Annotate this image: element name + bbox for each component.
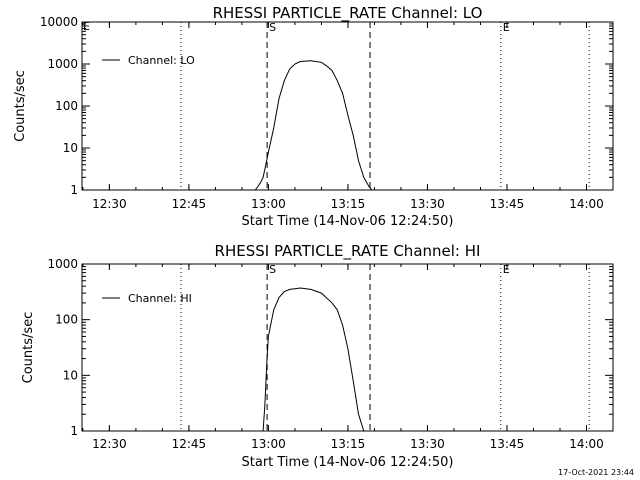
x-tick-label: 12:30: [92, 437, 127, 451]
plot-frame: [81, 21, 614, 191]
y-tick-label: 100: [55, 313, 78, 327]
chart-title: RHESSI PARTICLE_RATE Channel: HI: [215, 242, 481, 261]
series-line: [254, 60, 375, 191]
chart-title: RHESSI PARTICLE_RATE Channel: LO: [213, 4, 483, 23]
y-axis-label: Counts/sec: [21, 312, 36, 384]
x-tick-label: 13:00: [251, 437, 286, 451]
event-marker-label: S: [269, 263, 276, 276]
x-tick-label: 13:00: [251, 197, 286, 211]
y-tick-label: 10000: [40, 15, 78, 29]
x-tick-label: 14:00: [569, 437, 604, 451]
x-axis-label: Start Time (14-Nov-06 12:24:50): [242, 214, 454, 229]
event-marker-label: S: [269, 21, 276, 34]
y-tick-label: 100: [55, 99, 78, 113]
x-tick-label: 13:15: [331, 197, 366, 211]
x-tick-label: 13:45: [490, 197, 525, 211]
x-tick-label: 12:45: [172, 437, 207, 451]
event-marker-label: E: [503, 263, 510, 276]
y-tick-label: 1: [70, 183, 78, 197]
y-tick-label: 1: [70, 424, 78, 438]
legend-label: Channel: LO: [128, 54, 195, 67]
series-line: [262, 287, 365, 432]
y-tick-label: 10: [63, 368, 78, 382]
corner-marker-label: E: [83, 20, 90, 33]
x-tick-label: 12:30: [92, 197, 127, 211]
timestamp: 17-Oct-2021 23:44: [558, 468, 634, 477]
x-tick-label: 14:00: [569, 197, 604, 211]
x-tick-label: 13:45: [490, 437, 525, 451]
legend-label: Channel: HI: [128, 292, 192, 305]
y-tick-label: 1000: [47, 257, 78, 271]
x-tick-label: 13:30: [410, 197, 445, 211]
x-axis-label: Start Time (14-Nov-06 12:24:50): [242, 455, 454, 470]
x-tick-label: 12:45: [172, 197, 207, 211]
event-marker-label: E: [503, 21, 510, 34]
y-tick-label: 1000: [47, 57, 78, 71]
y-tick-label: 10: [63, 141, 78, 155]
x-tick-label: 13:15: [331, 437, 366, 451]
y-axis-label: Counts/sec: [13, 70, 28, 142]
x-tick-label: 13:30: [410, 437, 445, 451]
